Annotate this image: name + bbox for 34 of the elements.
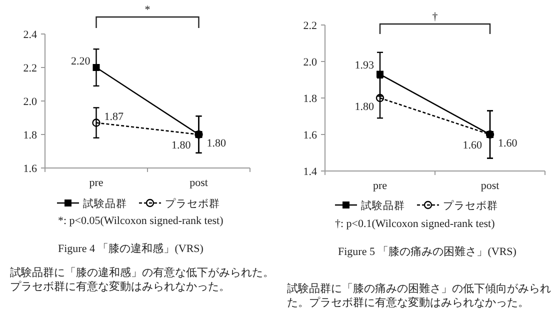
data-label: 1.60 xyxy=(462,140,482,152)
x-tick-label: pre xyxy=(372,180,388,192)
text: † xyxy=(432,11,438,23)
data-label: 1.80 xyxy=(354,101,374,113)
y-tick-label: 2.0 xyxy=(303,56,318,68)
data-label: 1.93 xyxy=(354,59,374,72)
legend-label: 試験品群 xyxy=(83,197,127,210)
x-tick-label: pre xyxy=(89,177,104,189)
text: Figure 5 「膝の痛みの困難さ」(VRS) xyxy=(338,245,516,259)
legend-label: 試験品群 xyxy=(361,199,405,212)
x-tick-label: post xyxy=(480,180,500,192)
y-tick-label: 2.2 xyxy=(23,62,37,74)
y-tick-label: 1.8 xyxy=(303,93,318,105)
x-tick-label: post xyxy=(190,177,208,189)
text: †: p<0.1(Wilcoxon signed-rank test) xyxy=(335,218,495,230)
text: Figure 4 「膝の違和感」(VRS) xyxy=(58,242,204,256)
legend-label: プラセボ群 xyxy=(443,199,498,212)
y-tick-label: 1.4 xyxy=(303,166,318,178)
data-label: 1.80 xyxy=(172,140,192,152)
text: * xyxy=(144,4,150,16)
data-label: 1.60 xyxy=(498,138,518,150)
y-tick-label: 1.6 xyxy=(303,130,318,142)
y-tick-label: 1.6 xyxy=(23,163,38,175)
data-label: 1.87 xyxy=(104,110,124,123)
data-label: 2.20 xyxy=(71,56,91,68)
data-label: 1.80 xyxy=(206,138,226,150)
y-tick-label: 2.0 xyxy=(23,96,38,108)
text: 試験品群に「膝の違和感」の有意な低下がみられた。プラセボ群に有意な変動はみられなかった。 xyxy=(10,266,275,294)
text: 試験品群に「膝の痛みの困難さ」の低下傾向がみられた。プラセボ群に有意な変動はみられなかった。 xyxy=(287,282,552,310)
y-tick-label: 2.2 xyxy=(303,20,317,32)
text: *: p<0.05(Wilcoxon signed-rank test) xyxy=(58,215,224,227)
y-tick-label: 2.4 xyxy=(23,29,38,41)
legend-label: プラセボ群 xyxy=(165,197,220,210)
y-tick-label: 1.8 xyxy=(23,130,38,142)
